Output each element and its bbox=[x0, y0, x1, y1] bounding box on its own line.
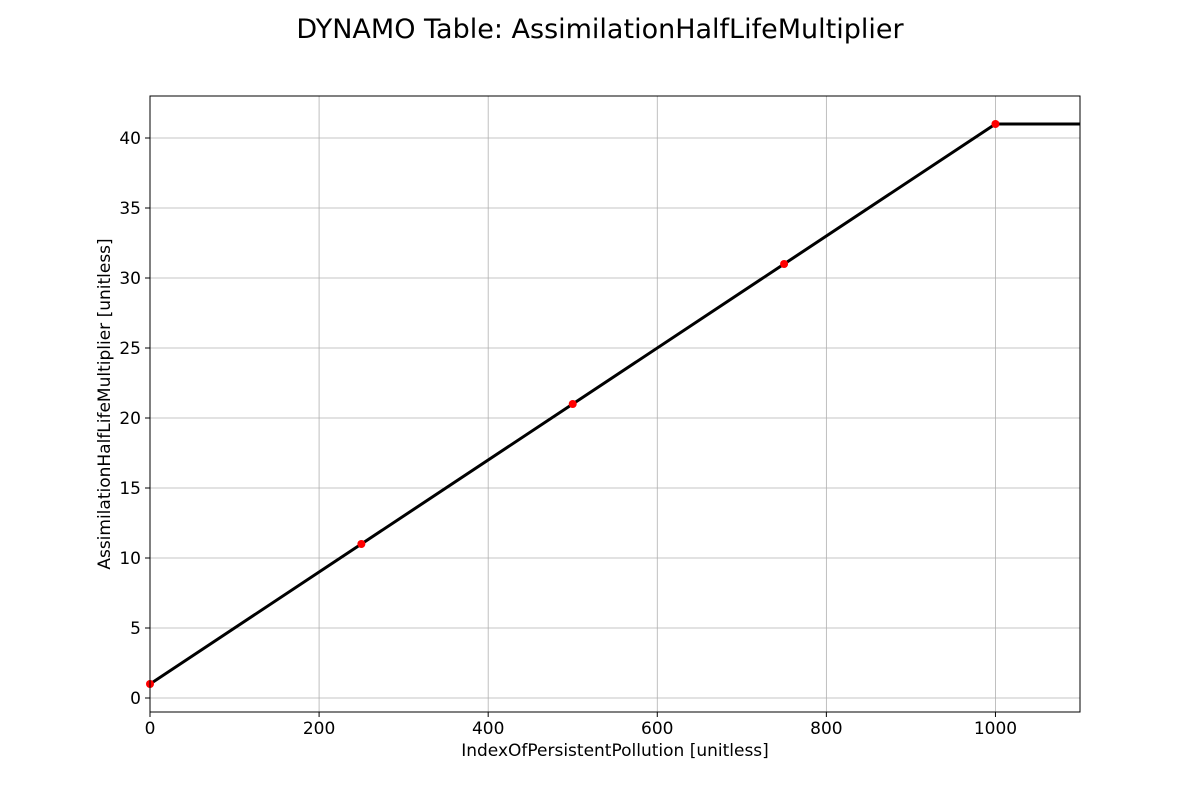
y-axis-label: AssimilationHalfLifeMultiplier [unitless… bbox=[95, 238, 115, 569]
y-tick-label: 30 bbox=[119, 269, 141, 289]
y-tick-label: 5 bbox=[130, 619, 141, 639]
y-tick-label: 35 bbox=[119, 199, 141, 219]
y-tick-label: 15 bbox=[119, 479, 141, 499]
x-tick-label: 600 bbox=[641, 719, 673, 739]
ticks: 0 200 400 600 800 1000 0 5 10 15 20 25 30 35 40 bbox=[119, 129, 1017, 739]
y-tick-label: 25 bbox=[119, 339, 141, 359]
series-layer bbox=[150, 122, 1080, 686]
data-point bbox=[780, 260, 789, 268]
y-tick-label: 0 bbox=[130, 689, 141, 709]
x-tick-label: 400 bbox=[472, 719, 504, 739]
data-point bbox=[357, 540, 366, 548]
point-layer bbox=[146, 120, 1000, 688]
series-line bbox=[150, 122, 1080, 686]
y-tick-label: 20 bbox=[119, 409, 141, 429]
plot-frame bbox=[149, 95, 1081, 713]
x-tick-label: 800 bbox=[810, 719, 842, 739]
x-axis-label: IndexOfPersistentPollution [unitless] bbox=[461, 741, 769, 761]
data-point bbox=[991, 120, 1000, 128]
x-tick-label: 200 bbox=[303, 719, 335, 739]
chart-title: DYNAMO Table: AssimilationHalfLifeMultip… bbox=[296, 14, 904, 45]
x-tick-label: 0 bbox=[145, 719, 156, 739]
y-tick-label: 40 bbox=[119, 129, 141, 149]
y-tick-label: 10 bbox=[119, 549, 141, 569]
x-tick-label: 1000 bbox=[974, 719, 1017, 739]
data-point bbox=[568, 400, 577, 408]
grid bbox=[149, 96, 1080, 712]
